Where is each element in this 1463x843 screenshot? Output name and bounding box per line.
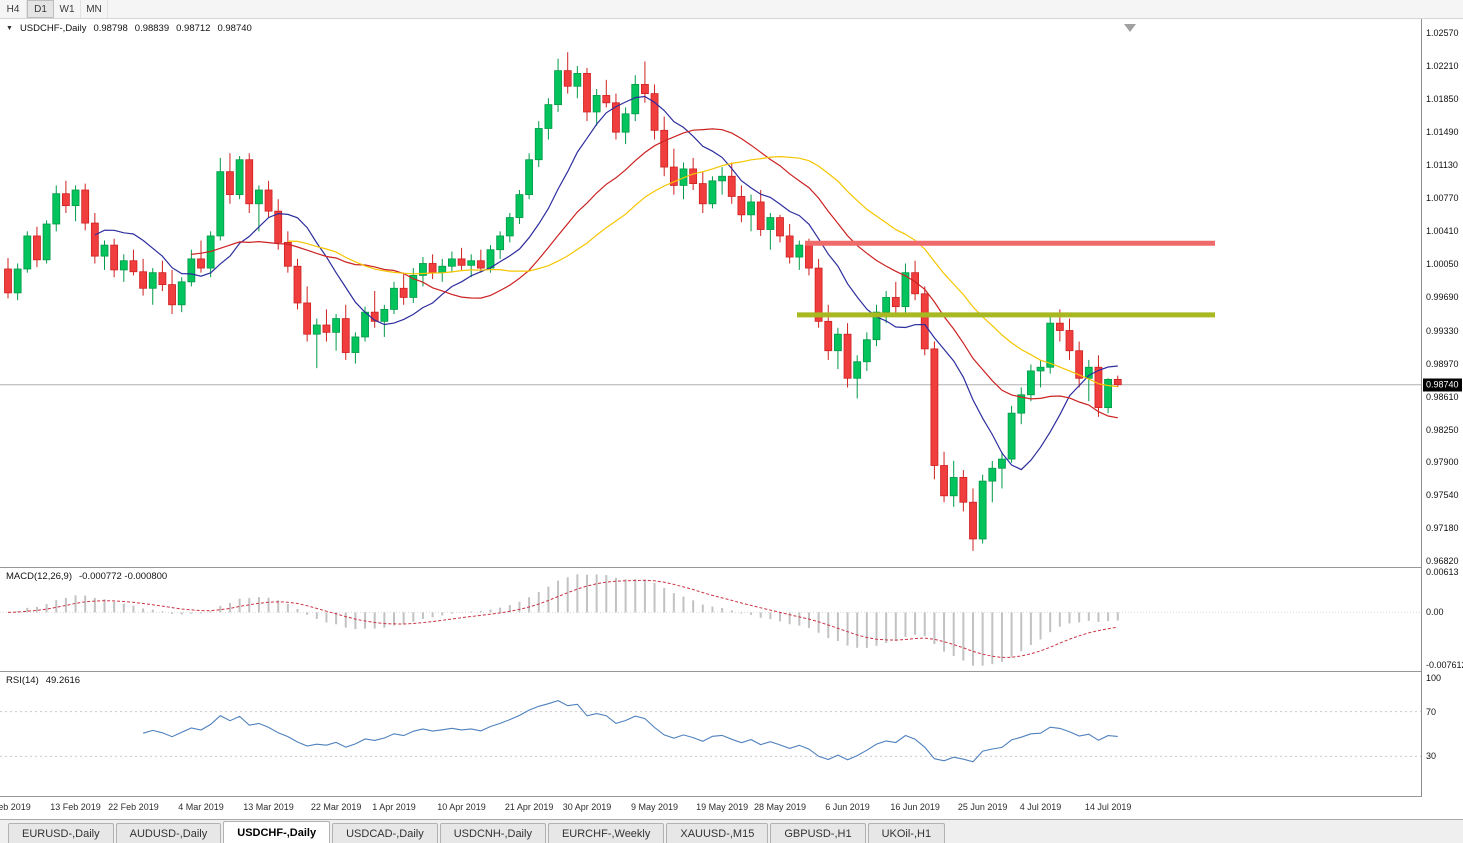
price-axis-label: 1.01130	[1426, 160, 1458, 170]
date-axis-label: 4 Jul 2019	[1020, 802, 1062, 812]
macd-axis-label: -0.007612	[1426, 660, 1463, 670]
date-axis-label: 21 Apr 2019	[505, 802, 554, 812]
price-axis-label: 1.00050	[1426, 259, 1459, 269]
date-axis-label: 13 Mar 2019	[243, 802, 294, 812]
date-axis-label: 13 Feb 2019	[50, 802, 101, 812]
rsi-line	[143, 701, 1118, 762]
chart-tab-ukoil[interactable]: UKOil-,H1	[868, 823, 946, 843]
date-axis[interactable]: 4 Feb 2019 13 Feb 2019 22 Feb 2019 4 Mar 20…	[0, 797, 1421, 818]
price-axis-label: 0.98610	[1426, 392, 1459, 402]
candles-layer	[5, 52, 1122, 551]
price-axis-label: 0.97180	[1426, 523, 1459, 533]
chart-tab-eurchf[interactable]: EURCHF-,Weekly	[548, 823, 664, 843]
date-axis-label: 25 Jun 2019	[958, 802, 1008, 812]
price-axis-label: 0.99690	[1426, 292, 1459, 302]
chart-tab-audusd[interactable]: AUDUSD-,Daily	[116, 823, 222, 843]
price-axis-label: 1.01490	[1426, 127, 1459, 137]
ma-fast-line	[95, 97, 1118, 470]
date-axis-label: 1 Apr 2019	[372, 802, 416, 812]
macd-signal-line	[8, 580, 1118, 657]
rsi-axis-label: 30	[1426, 751, 1436, 761]
chart-tab-usdchf[interactable]: USDCHF-,Daily	[223, 821, 330, 843]
date-axis-label: 28 May 2019	[754, 802, 806, 812]
date-axis-label: 9 May 2019	[631, 802, 678, 812]
date-axis-label: 10 Apr 2019	[437, 802, 486, 812]
macd-histogram	[8, 574, 1118, 665]
chart-shift-icon	[1124, 24, 1136, 32]
timeframe-button-w1[interactable]: W1	[54, 0, 81, 18]
date-axis-label: 22 Mar 2019	[311, 802, 362, 812]
price-axis-label: 0.97900	[1426, 457, 1459, 467]
price-axis-label: 1.00410	[1426, 226, 1459, 236]
chart-tab-eurusd[interactable]: EURUSD-,Daily	[8, 823, 114, 843]
price-axis-label: 0.99330	[1426, 326, 1459, 336]
date-axis-label: 14 Jul 2019	[1085, 802, 1132, 812]
rsi-axis-label: 70	[1426, 707, 1436, 717]
date-axis-label: 4 Feb 2019	[0, 802, 31, 812]
rsi-pane[interactable]	[0, 672, 1421, 796]
current-price-label: 0.98740	[1426, 379, 1459, 389]
price-axis[interactable]: 0.98740 1.02570 1.02210 1.01850 1.01490 1.01…	[1421, 19, 1463, 797]
chart-tab-usdcad[interactable]: USDCAD-,Daily	[332, 823, 438, 843]
ma-mid-line	[191, 129, 1118, 418]
macd-pane[interactable]	[0, 568, 1421, 671]
date-axis-label: 6 Jun 2019	[825, 802, 870, 812]
date-axis-label: 4 Mar 2019	[178, 802, 224, 812]
timeframe-button-d1[interactable]: D1	[27, 0, 54, 18]
timeframe-button-h4[interactable]: H4	[0, 0, 27, 18]
macd-axis-label: 0.00	[1426, 607, 1444, 617]
macd-axis-label: 0.00613	[1426, 567, 1459, 577]
price-axis-label: 0.97540	[1426, 490, 1459, 500]
timeframe-toolbar: H4D1W1MN	[0, 0, 1463, 19]
chart-area: ▼ USDCHF-,Daily 0.98798 0.98839 0.98712 …	[0, 19, 1463, 819]
collapse-arrow-icon[interactable]: ▼	[6, 25, 13, 32]
chart-tab-usdcnh[interactable]: USDCNH-,Daily	[440, 823, 546, 843]
current-price-tag: 0.98740	[1423, 378, 1462, 391]
chart-tab-xauusd[interactable]: XAUUSD-,M15	[666, 823, 768, 843]
chart-tabs-bar: EURUSD-,DailyAUDUSD-,DailyUSDCHF-,DailyU…	[0, 819, 1463, 843]
main-chart-pane[interactable]	[0, 19, 1421, 567]
price-axis-label: 1.02570	[1426, 28, 1459, 38]
price-axis-label: 1.02210	[1426, 61, 1459, 71]
price-axis-label: 0.96820	[1426, 556, 1459, 566]
date-axis-label: 22 Feb 2019	[108, 802, 159, 812]
date-axis-label: 19 May 2019	[696, 802, 748, 812]
price-axis-label: 1.00770	[1426, 193, 1459, 203]
rsi-axis-label: 100	[1426, 673, 1441, 683]
price-axis-label: 0.98250	[1426, 425, 1459, 435]
price-axis-label: 0.98970	[1426, 359, 1459, 369]
price-axis-label: 1.01850	[1426, 94, 1459, 104]
date-axis-label: 16 Jun 2019	[890, 802, 940, 812]
timeframe-button-mn[interactable]: MN	[81, 0, 108, 18]
chart-tab-gbpusd[interactable]: GBPUSD-,H1	[770, 823, 865, 843]
date-axis-label: 30 Apr 2019	[563, 802, 612, 812]
